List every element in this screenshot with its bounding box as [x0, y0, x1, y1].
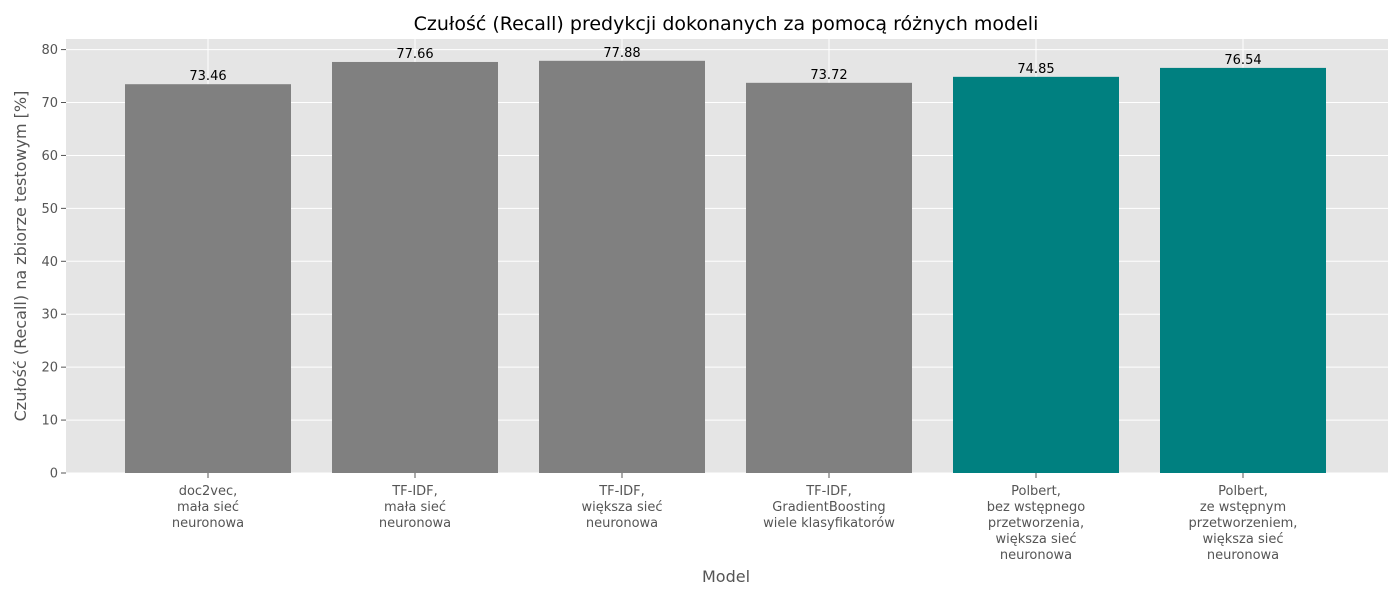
bar — [125, 84, 291, 473]
x-tick-label-line: GradientBoosting — [772, 500, 885, 515]
x-tick-label-line: TF-IDF, — [391, 484, 438, 499]
y-tick-label: 80 — [41, 43, 58, 58]
x-tick-label: TF-IDF, większa sieć neuronowa — [582, 484, 663, 531]
x-tick-label-line: mała sieć — [177, 500, 239, 515]
y-tick-label: 50 — [41, 202, 58, 217]
x-axis-label: Model — [702, 567, 750, 586]
x-tick-label-line: Polbert, — [1011, 484, 1061, 499]
x-tick-label-line: większa sieć — [996, 532, 1077, 547]
y-tick-label: 10 — [41, 414, 58, 429]
x-tick-label-line: wiele klasyfikatorów — [763, 516, 895, 531]
x-tick-label: TF-IDF, GradientBoosting wiele klasyfikato… — [763, 484, 895, 531]
bar — [332, 61, 498, 473]
y-tick-label: 20 — [41, 361, 58, 376]
y-tick-label: 40 — [41, 255, 58, 270]
x-tick-label-line: TF-IDF, — [598, 484, 645, 499]
x-tick-label-line: neuronowa — [172, 516, 244, 531]
x-tick-label: Polbert, bez wstępnego przetworzenia, więks… — [987, 484, 1085, 563]
x-tick-label-line: neuronowa — [379, 516, 451, 531]
y-tick-label: 60 — [41, 149, 58, 164]
bar — [953, 76, 1119, 473]
x-tick-label-line: neuronowa — [1207, 548, 1279, 563]
bar-value-labels: 73.46 77.66 77.88 73.72 74.85 76.54 — [189, 46, 1261, 84]
bar-value-label: 74.85 — [1017, 62, 1054, 77]
x-tick-label-line: Polbert, — [1218, 484, 1268, 499]
bar-value-label: 77.88 — [603, 46, 640, 61]
x-tick-label-line: neuronowa — [586, 516, 658, 531]
x-tick-label: Polbert, ze wstępnym przetworzeniem, większ… — [1189, 484, 1298, 563]
x-tick-label-line: większa sieć — [582, 500, 663, 515]
bars — [125, 60, 1326, 474]
x-tick-label: doc2vec, mała sieć neuronowa — [172, 484, 244, 531]
x-tick-label-line: bez wstępnego — [987, 500, 1085, 515]
bar-value-label: 77.66 — [396, 47, 433, 62]
x-tick-label-line: ze wstępnym — [1200, 500, 1286, 515]
x-tick-label-line: doc2vec, — [179, 484, 238, 499]
y-tick-label: 70 — [41, 96, 58, 111]
x-tick-label-line: mała sieć — [384, 500, 446, 515]
x-tick-label-line: TF-IDF, — [805, 484, 852, 499]
x-tick-label-line: neuronowa — [1000, 548, 1072, 563]
bar — [1160, 67, 1326, 474]
bar — [539, 60, 705, 474]
y-tick-label: 0 — [50, 467, 58, 482]
x-tick-label-line: przetworzeniem, — [1189, 516, 1298, 531]
bar-value-label: 73.46 — [189, 69, 226, 84]
y-axis-label: Czułość (Recall) na zbiorze testowym [%] — [11, 91, 30, 422]
bar-value-label: 73.72 — [810, 68, 847, 83]
x-tick-label-line: przetworzenia, — [988, 516, 1084, 531]
bar — [746, 82, 912, 473]
x-tick-label-line: większa sieć — [1203, 532, 1284, 547]
bar-value-label: 76.54 — [1224, 53, 1261, 68]
x-tick-label: TF-IDF, mała sieć neuronowa — [379, 484, 451, 531]
y-tick-label: 30 — [41, 308, 58, 323]
chart-title: Czułość (Recall) predykcji dokonanych za… — [414, 13, 1039, 35]
y-axis-ticks: 0 10 20 30 40 50 60 70 80 — [41, 43, 66, 482]
